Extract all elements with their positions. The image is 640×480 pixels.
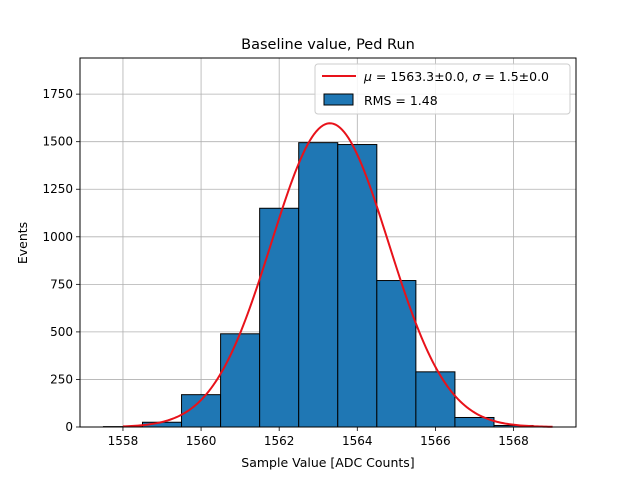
legend-hist-swatch bbox=[323, 93, 354, 106]
y-tick-label: 1000 bbox=[42, 230, 73, 244]
legend-sigma-symbol: σ bbox=[472, 69, 481, 84]
x-tick-label: 1566 bbox=[420, 434, 451, 448]
gaussian-fit-curve bbox=[122, 122, 553, 428]
x-tick-label: 1564 bbox=[342, 434, 373, 448]
y-axis-label: Events bbox=[15, 222, 30, 264]
x-tick-label: 1560 bbox=[186, 434, 217, 448]
y-tick-label: 0 bbox=[65, 420, 73, 434]
legend-box bbox=[314, 63, 571, 115]
legend-mu-symbol: μ bbox=[363, 69, 372, 84]
legend-mu-value: = 1563.3±0.0, bbox=[372, 69, 472, 84]
legend: μ = 1563.3±0.0, σ = 1.5±0.0 RMS = 1.48 bbox=[314, 63, 571, 115]
y-tick-label: 1500 bbox=[42, 135, 73, 149]
y-axis-ticks: 0 250 500 750 1000 1250 1500 1750 bbox=[42, 87, 80, 434]
x-axis-label: Sample Value [ADC Counts] bbox=[241, 455, 414, 470]
y-tick-label: 500 bbox=[50, 325, 73, 339]
histogram-bar bbox=[337, 144, 378, 428]
x-tick-label: 1562 bbox=[264, 434, 295, 448]
legend-sigma-value: = 1.5±0.0 bbox=[480, 69, 549, 84]
y-tick-label: 750 bbox=[50, 277, 73, 291]
plot-frame bbox=[79, 57, 577, 428]
histogram-bar bbox=[298, 142, 339, 428]
y-tick-label: 1250 bbox=[42, 182, 73, 196]
chart-title: Baseline value, Ped Run bbox=[241, 37, 415, 53]
legend-fit-label: μ = 1563.3±0.0, σ = 1.5±0.0 bbox=[363, 69, 549, 84]
y-tick-label: 1750 bbox=[42, 87, 73, 101]
histogram-bar bbox=[259, 207, 300, 428]
x-tick-label: 1568 bbox=[498, 434, 529, 448]
histogram-bar bbox=[376, 280, 417, 428]
histogram-bar bbox=[220, 333, 261, 428]
y-tick-label: 250 bbox=[50, 372, 73, 386]
legend-hist-label: RMS = 1.48 bbox=[364, 93, 438, 108]
histogram-bar bbox=[415, 371, 456, 428]
histogram-bars bbox=[102, 142, 534, 428]
x-axis-ticks: 1558 1560 1562 1564 1566 1568 bbox=[108, 427, 529, 448]
x-tick-label: 1558 bbox=[108, 434, 139, 448]
